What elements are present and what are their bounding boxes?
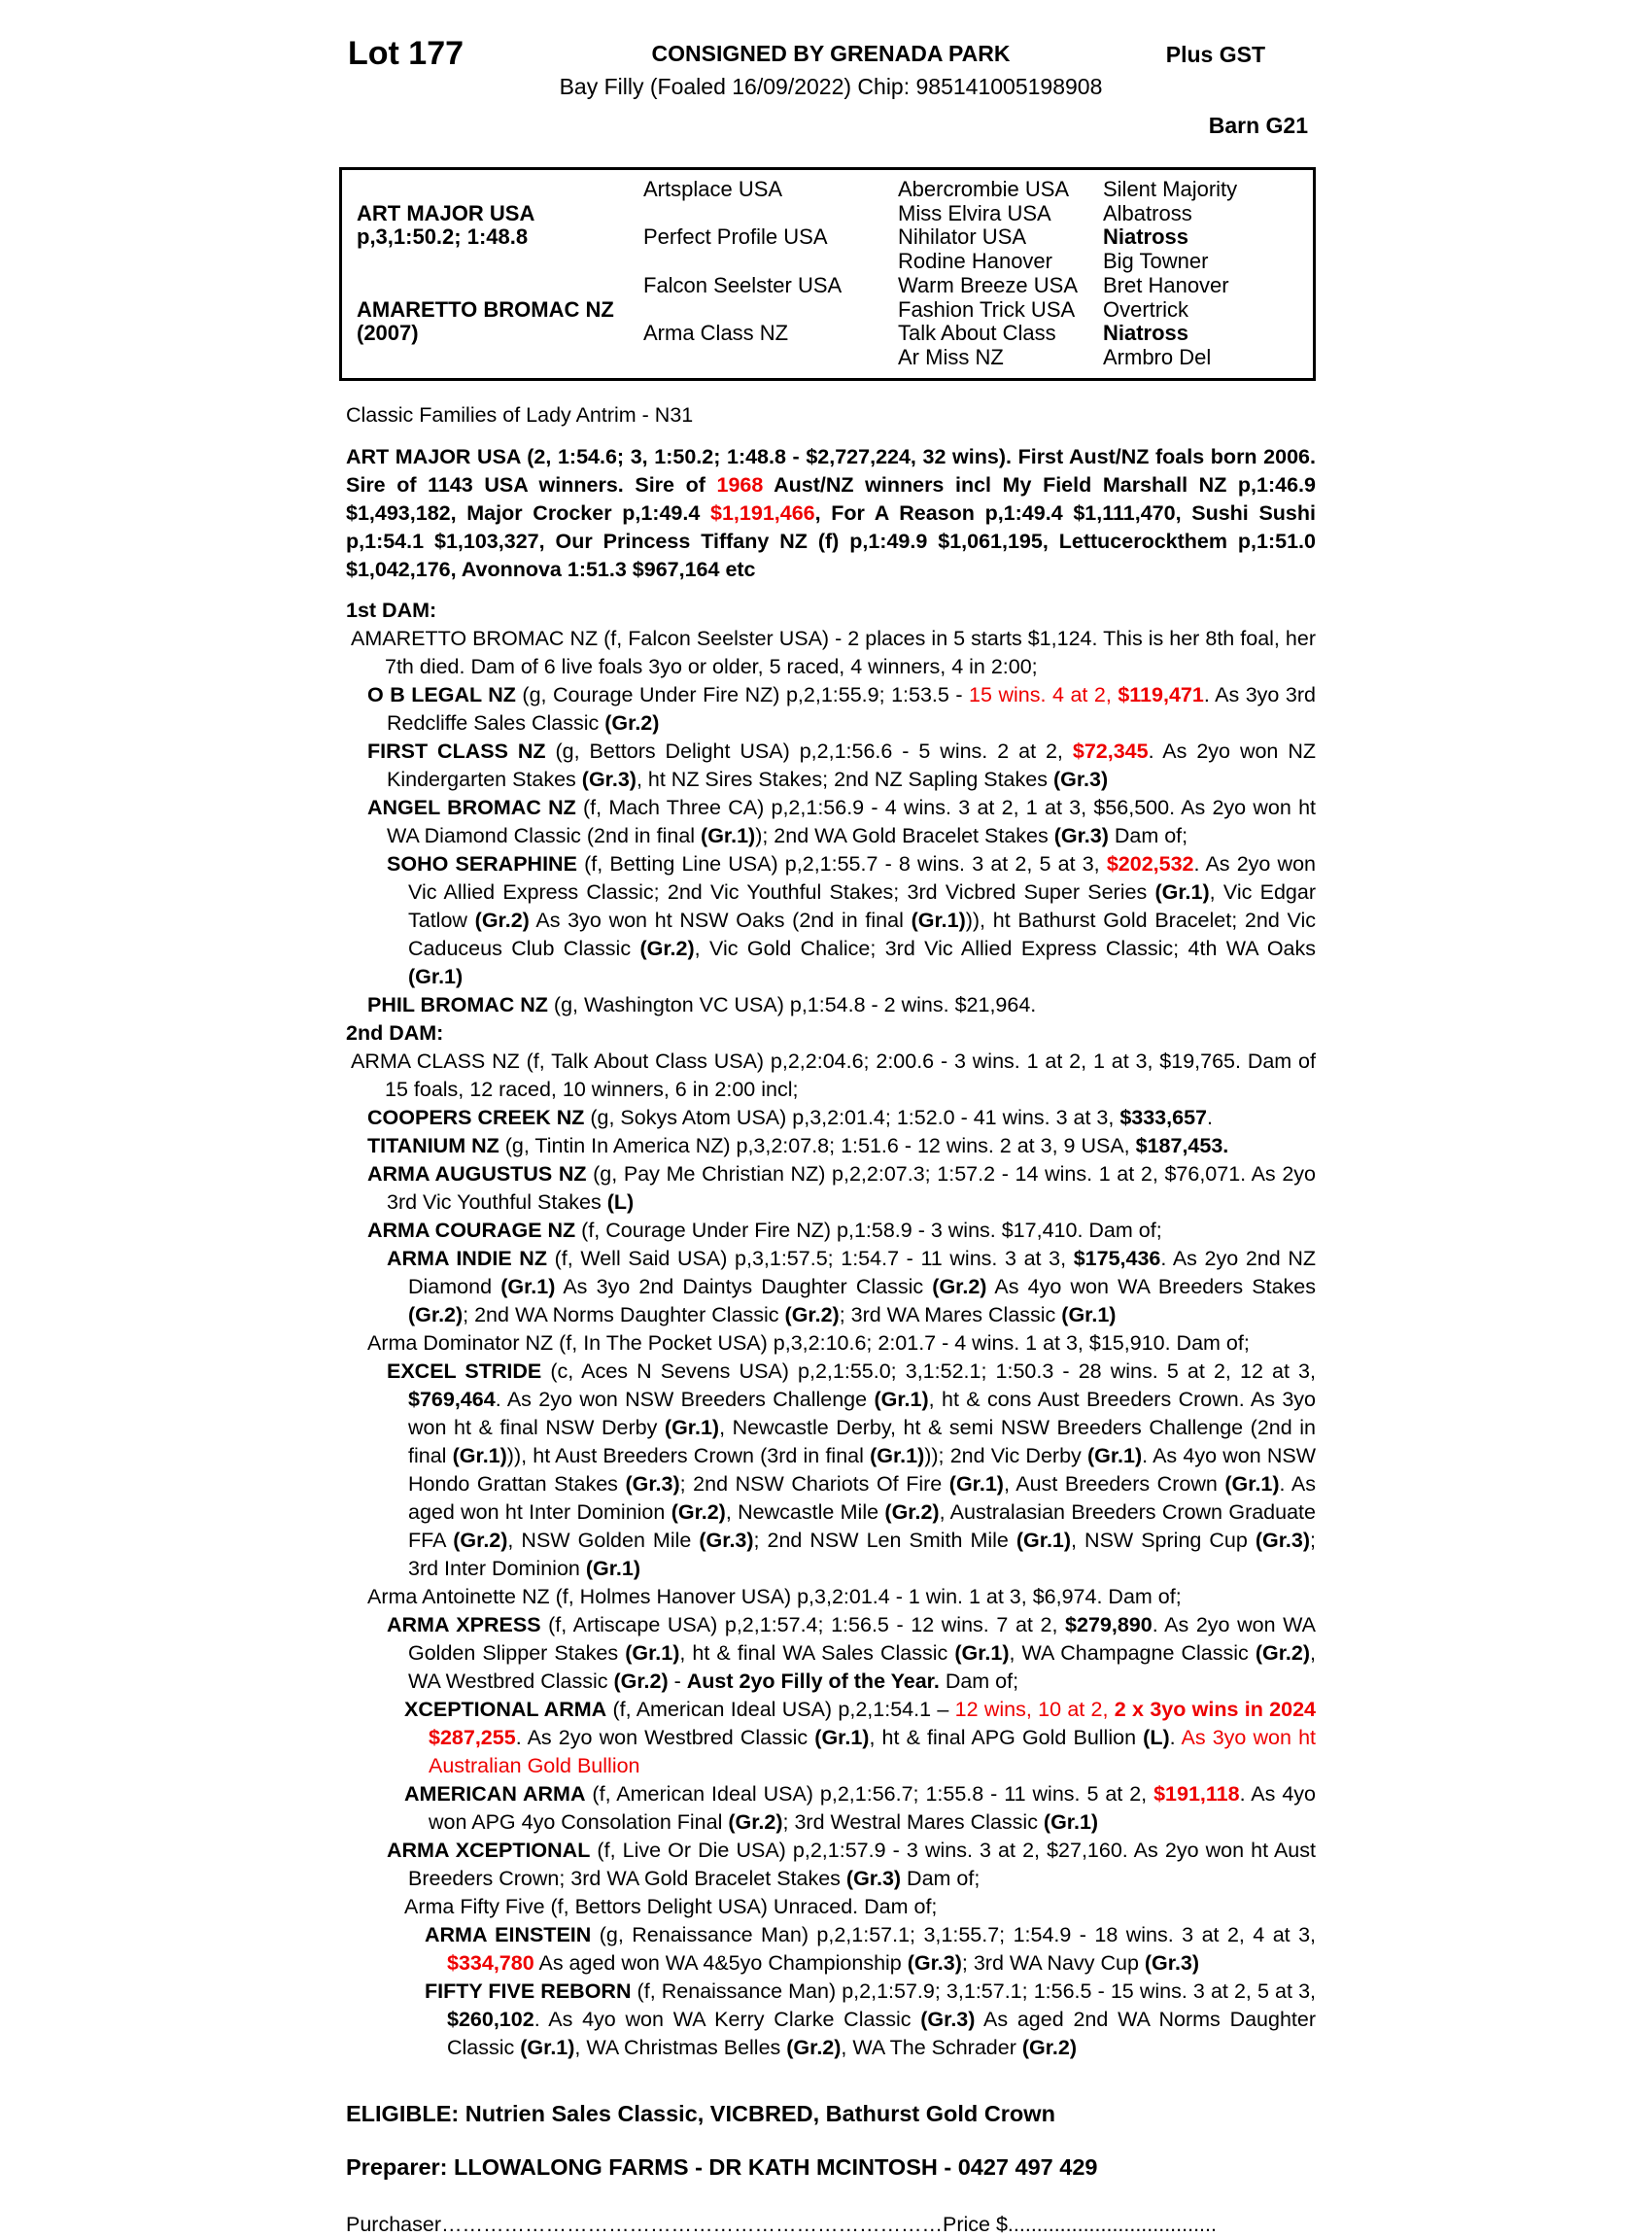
pedigree-cell: p,3,1:50.2; 1:48.8 [357,224,529,250]
pedigree-cell: Talk About Class [898,321,1056,346]
consignor-line: CONSIGNED BY GRENADA PARK [651,41,1011,66]
pedigree-entry: Arma Fifty Five (f, Bettors Delight USA)… [404,1894,938,1918]
purchaser-line: Purchaser………………………………………………………………Price $… [346,2213,1316,2237]
pedigree-cell [643,202,898,226]
pedigree-entry: ARMA COURAGE NZ (f, Courage Under Fire N… [367,1218,1162,1242]
pedigree-cell: Falcon Seelster USA [643,272,843,297]
pedigree-cell: Overtrick [1103,296,1188,322]
header-row: Lot 177 CONSIGNED BY GRENADA PARK Plus G… [346,35,1316,72]
pedigree-entry: O B LEGAL NZ (g, Courage Under Fire NZ) … [367,682,1316,735]
pedigree-entry: Arma Antoinette NZ (f, Holmes Hanover US… [367,1584,1182,1608]
purchaser-label: Purchaser [346,2212,441,2236]
dam-section-heading: 1st DAM: [346,598,437,622]
pedigree-cell: Fashion Trick USA [898,296,1076,322]
pedigree-cell [357,178,643,202]
pedigree-cell: Warm Breeze USA [898,272,1079,297]
pedigree-cell: AMARETTO BROMAC NZ [357,296,614,322]
pedigree-cell: Silent Majority [1103,177,1238,201]
foal-details: Bay Filly (Foaled 16/09/2022) Chip: 9851… [559,74,1103,99]
pedigree-entry: ARMA EINSTEIN (g, Renaissance Man) p,2,1… [425,1922,1317,1975]
lot-number: Lot 177 [348,35,465,72]
pedigree-entry: ARMA CLASS NZ (f, Talk About Class USA) … [351,1049,1316,1101]
sire-summary: ART MAJOR USA (2, 1:54.6; 3, 1:50.2; 1:4… [346,444,1316,581]
pedigree-cell: Armbro Del [1103,344,1212,369]
gst-note: Plus GST [1165,42,1265,67]
pedigree-cell: Niatross [1103,224,1189,250]
purchaser-dotted-line: ……………………………………………………………… [441,2212,943,2236]
pedigree-entry: ARMA AUGUSTUS NZ (g, Pay Me Christian NZ… [367,1161,1316,1214]
pedigree-entry: TITANIUM NZ (g, Tintin In America NZ) p,… [367,1133,1229,1157]
pedigree-entry: SOHO SERAPHINE (f, Betting Line USA) p,2… [387,851,1317,988]
pedigree-entry: Arma Dominator NZ (f, In The Pocket USA)… [367,1330,1250,1355]
barn-number: Barn G21 [1208,113,1308,138]
pedigree-cell: Arma Class NZ [643,321,789,346]
pedigree-cell: Rodine Hanover [898,249,1052,274]
pedigree-entry: COOPERS CREEK NZ (g, Sokys Atom USA) p,3… [367,1105,1213,1129]
pedigree-entry: PHIL BROMAC NZ (g, Washington VC USA) p,… [367,992,1037,1016]
pedigree-cell: Albatross [1103,200,1192,225]
catalogue-page: Lot 177 CONSIGNED BY GRENADA PARK Plus G… [339,35,1317,2237]
pedigree-entry: EXCEL STRIDE (c, Aces N Sevens USA) p,2,… [387,1359,1316,1580]
pedigree-entry: ARMA INDIE NZ (f, Well Said USA) p,3,1:5… [387,1246,1316,1326]
pedigree-entry: FIRST CLASS NZ (g, Bettors Delight USA) … [367,739,1316,791]
dam-section-heading: 2nd DAM: [346,1020,444,1045]
pedigree-cell [357,250,643,274]
pedigree-cell [357,274,643,298]
preparer-line: Preparer: LLOWALONG FARMS - DR KATH MCIN… [346,2153,1098,2180]
pedigree-cell: Perfect Profile USA [643,224,828,250]
pedigree-entry: ANGEL BROMAC NZ (f, Mach Three CA) p,2,1… [367,795,1316,847]
price-dotted-line: .................................... [1007,2212,1217,2236]
pedigree-cell: Artsplace USA [643,177,783,201]
pedigree-cell: Big Towner [1103,249,1209,274]
pedigree-cell: Niatross [1103,321,1189,346]
pedigree-cell: Ar Miss NZ [898,344,1004,369]
pedigree-entry: XCEPTIONAL ARMA (f, American Ideal USA) … [404,1697,1316,1777]
pedigree-cell: Bret Hanover [1103,272,1229,297]
pedigree-cell [357,346,643,370]
pedigree-cell: ART MAJOR USA [357,200,535,225]
pedigree-cell: (2007) [357,321,419,346]
pedigree-entry: AMARETTO BROMAC NZ (f, Falcon Seelster U… [351,626,1316,678]
pedigree-table: Artsplace USA Abercrombie USA Silent Maj… [339,167,1316,381]
pedigree-cell [643,346,898,370]
pedigree-cell: Miss Elvira USA [898,200,1051,225]
pedigree-entry: ARMA XCEPTIONAL (f, Live Or Die USA) p,2… [387,1838,1316,1890]
pedigree-cell: Nihilator USA [898,224,1027,250]
price-label: Price $ [943,2212,1008,2236]
pedigree-entry: ARMA XPRESS (f, Artiscape USA) p,2,1:57.… [387,1612,1316,1693]
pedigree-cell: Abercrombie USA [898,177,1070,201]
pedigree-cell [643,298,898,323]
pedigree-entry: FIFTY FIVE REBORN (f, Renaissance Man) p… [425,1979,1317,2059]
pedigree-entry: AMERICAN ARMA (f, American Ideal USA) p,… [404,1781,1316,1834]
pedigree-cell [643,250,898,274]
eligibility-line: ELIGIBLE: Nutrien Sales Classic, VICBRED… [346,2100,1055,2126]
family-line: Classic Families of Lady Antrim - N31 [346,402,694,427]
